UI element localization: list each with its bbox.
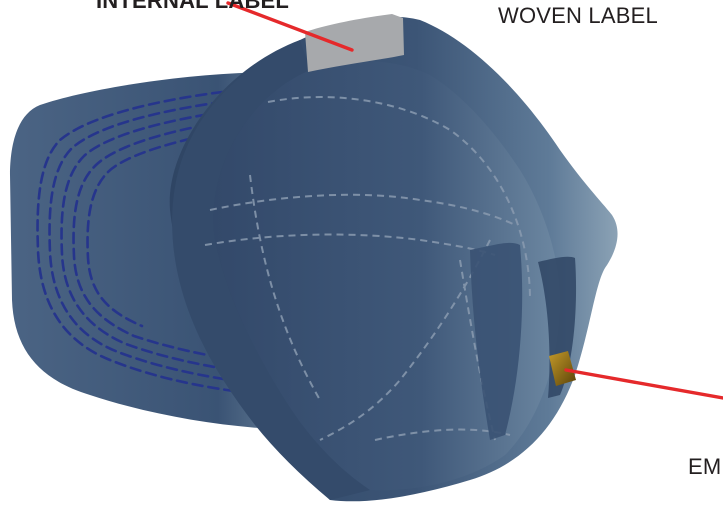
internal-label-pointer	[226, 1, 354, 52]
cap-inner-lining	[213, 60, 561, 491]
woven-label-pointer	[564, 368, 723, 400]
cap-sweatband	[172, 40, 370, 500]
internal-label-caption: INTERNAL LABEL	[96, 0, 290, 13]
woven-label-caption: WOVEN LABEL	[498, 3, 658, 28]
inner-panel-right	[470, 242, 523, 440]
internal-label-patch	[305, 14, 404, 72]
cutoff-caption: EM	[688, 454, 722, 479]
woven-label-patch	[549, 351, 576, 386]
